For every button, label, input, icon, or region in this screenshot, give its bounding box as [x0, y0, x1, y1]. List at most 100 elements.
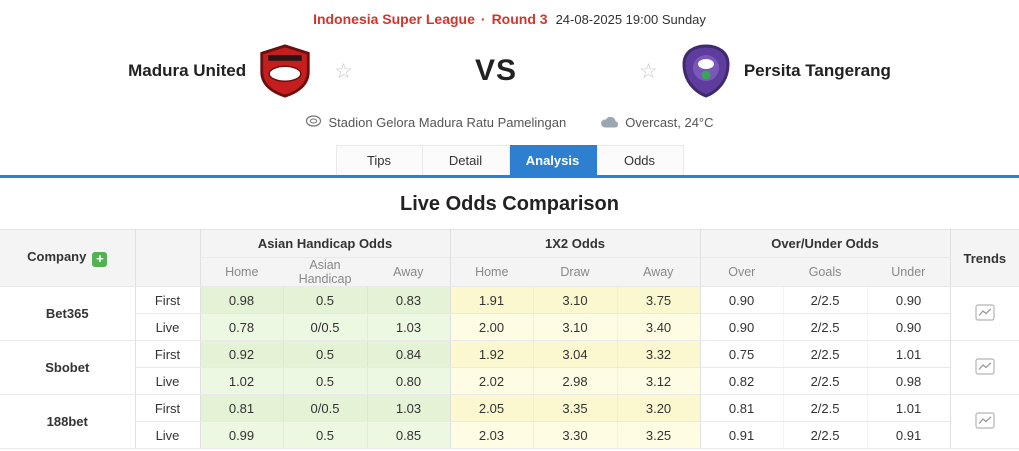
away-team-name[interactable]: Persita Tangerang	[743, 61, 891, 80]
row-type-label: First	[134, 340, 200, 368]
x12-odds-value: 1.92	[449, 340, 533, 368]
over-under-odds-value: 0.90	[866, 286, 951, 314]
trend-chart-icon[interactable]	[949, 286, 1019, 341]
x12-odds-value: 3.75	[616, 286, 701, 314]
row-type-column-header	[134, 229, 200, 287]
column-header: Goals	[783, 257, 868, 287]
x12-odds-value: 1.91	[449, 286, 533, 314]
asian-handicap-odds-value: 0.5	[282, 367, 367, 395]
tab-tips[interactable]: Tips	[335, 145, 423, 175]
row-type-label: Live	[134, 421, 200, 449]
over-under-odds-value: 0.90	[699, 286, 784, 314]
x12-odds-value: 2.02	[449, 367, 533, 395]
separator: ·	[480, 11, 486, 27]
asian-handicap-odds-value: 0/0.5	[282, 394, 367, 422]
asian-handicap-group-header: Asian Handicap Odds	[199, 229, 450, 258]
column-header: Home	[199, 257, 283, 287]
x12-odds-value: 2.05	[449, 394, 533, 422]
x12-odds-value: 3.30	[532, 421, 617, 449]
match-datetime: 24-08-2025 19:00 Sunday	[555, 12, 706, 27]
column-header: Under	[867, 257, 951, 287]
row-type-label: First	[134, 394, 200, 422]
company-header-label: Company	[27, 249, 87, 264]
asian-handicap-odds-value: 0.83	[366, 286, 450, 314]
x12-odds-value: 2.03	[449, 421, 533, 449]
over-under-odds-value: 0.82	[699, 367, 784, 395]
asian-handicap-odds-value: 0.81	[199, 394, 283, 422]
weather-text: Overcast, 24°C	[625, 115, 714, 130]
column-header: Away	[617, 257, 701, 287]
favorite-away-star-icon[interactable]: ☆	[639, 59, 658, 83]
over-under-odds-value: 0.81	[699, 394, 784, 422]
over-under-odds-value: 0.90	[699, 313, 784, 341]
column-header: Away	[367, 257, 450, 287]
tab-bar: Tips Detail Analysis Odds	[0, 145, 1019, 178]
add-company-plus-icon[interactable]: +	[92, 252, 108, 267]
home-team-name[interactable]: Madura United	[128, 61, 247, 80]
trend-chart-icon[interactable]	[949, 394, 1019, 449]
over-under-odds-value: 1.01	[866, 340, 951, 368]
x12-odds-value: 3.10	[532, 313, 617, 341]
odds-table-body: Bet365 First 0.98 0.5 0.83 1.91 3.10 3.75 0.90 2/…	[0, 286, 1019, 449]
column-header: Over	[699, 257, 784, 287]
home-team-logo	[258, 44, 312, 98]
cloud-icon	[600, 115, 619, 131]
over-under-odds-value: 1.01	[866, 394, 951, 422]
over-under-odds-value: 0.75	[699, 340, 784, 368]
asian-handicap-odds-value: 0.5	[282, 286, 367, 314]
tab-odds[interactable]: Odds	[596, 145, 684, 175]
x12-odds-value: 3.32	[616, 340, 701, 368]
odds-row: Live 0.78 0/0.5 1.03 2.00 3.10 3.40 0.90 2/2.5 0.…	[0, 313, 1019, 341]
live-odds-table: Company + Asian Handicap Odds 1X2 Odds Ov…	[0, 229, 1019, 449]
x12-odds-value: 3.20	[616, 394, 701, 422]
odds-row: Live 1.02 0.5 0.80 2.02 2.98 3.12 0.82 2/2.5 0.98	[0, 367, 1019, 395]
round-label: Round 3	[491, 11, 548, 27]
asian-handicap-odds-value: 1.03	[366, 394, 450, 422]
asian-handicap-odds-value: 1.03	[366, 313, 450, 341]
league-name[interactable]: Indonesia Super League	[313, 11, 475, 27]
over-under-odds-value: 2/2.5	[782, 394, 868, 422]
company-name[interactable]: 188bet	[0, 394, 135, 449]
asian-handicap-odds-value: 0.78	[199, 313, 283, 341]
tab-analysis[interactable]: Analysis	[509, 145, 597, 175]
group-header-row: Company + Asian Handicap Odds 1X2 Odds Ov…	[0, 229, 1019, 287]
trend-chart-icon[interactable]	[949, 340, 1019, 395]
odds-row: Live 0.99 0.5 0.85 2.03 3.30 3.25 0.91 2/2.5 0.91	[0, 421, 1019, 449]
x12-odds-value: 2.00	[449, 313, 533, 341]
asian-handicap-odds-value: 0.5	[282, 421, 367, 449]
trends-column-header: Trends	[949, 229, 1019, 287]
column-header: Asian Handicap	[283, 257, 367, 287]
column-header: Draw	[533, 257, 617, 287]
row-type-label: Live	[134, 367, 200, 395]
x12-odds-value: 3.10	[532, 286, 617, 314]
x12-odds-value: 3.25	[616, 421, 701, 449]
asian-handicap-odds-value: 0.80	[366, 367, 450, 395]
odds-row: 188bet First 0.81 0/0.5 1.03 2.05 3.35 3.20 0.81…	[0, 394, 1019, 449]
asian-handicap-odds-value: 0/0.5	[282, 313, 367, 341]
over-under-odds-value: 2/2.5	[782, 421, 868, 449]
over-under-odds-value: 2/2.5	[782, 340, 868, 368]
company-name[interactable]: Sbobet	[0, 340, 135, 395]
x12-odds-value: 3.40	[616, 313, 701, 341]
match-header-line: Indonesia Super League · Round 3 24-08-2025…	[0, 0, 1019, 27]
favorite-home-star-icon[interactable]: ☆	[334, 59, 353, 83]
x12-group-header: 1X2 Odds	[449, 229, 701, 258]
odds-row: Sbobet First 0.92 0.5 0.84 1.92 3.04 3.32 0.75 2/…	[0, 340, 1019, 395]
x12-odds-value: 2.98	[532, 367, 617, 395]
odds-row: Bet365 First 0.98 0.5 0.83 1.91 3.10 3.75 0.90 2/…	[0, 286, 1019, 341]
column-header: Home	[449, 257, 533, 287]
over-under-group-header: Over/Under Odds	[699, 229, 951, 258]
over-under-odds-value: 0.91	[699, 421, 784, 449]
asian-handicap-odds-value: 1.02	[199, 367, 283, 395]
company-name[interactable]: Bet365	[0, 286, 135, 341]
section-title: Live Odds Comparison	[400, 193, 619, 215]
company-column-header: Company +	[0, 229, 135, 287]
row-type-label: Live	[134, 313, 200, 341]
row-type-label: First	[134, 286, 200, 314]
over-under-odds-value: 2/2.5	[782, 367, 868, 395]
x12-odds-value: 3.12	[616, 367, 701, 395]
asian-handicap-odds-value: 0.85	[366, 421, 450, 449]
tab-detail[interactable]: Detail	[422, 145, 510, 175]
sub-header-row: Home Asian Handicap Away Home Draw Away Over Go…	[0, 257, 1019, 287]
